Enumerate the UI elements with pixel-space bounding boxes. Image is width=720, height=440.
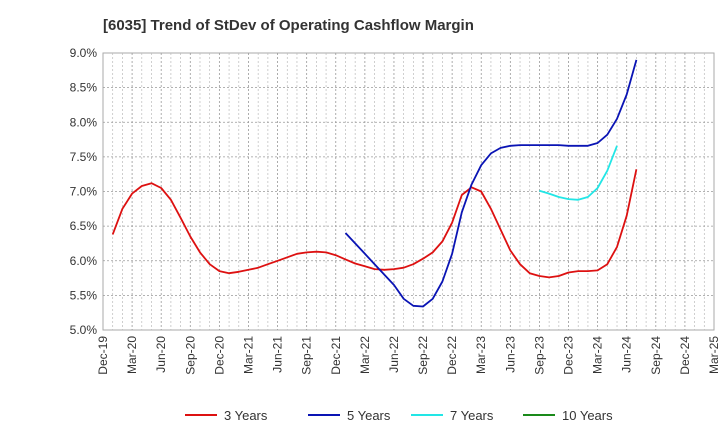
- legend-label: 10 Years: [562, 408, 613, 423]
- x-tick-label: Mar-25: [707, 336, 720, 374]
- x-tick-label: Mar-22: [358, 336, 372, 374]
- series-line-3-years: [111, 169, 638, 279]
- x-tick-label: Dec-24: [678, 336, 692, 375]
- series-line-5-years: [344, 59, 638, 308]
- legend-label: 7 Years: [450, 408, 494, 423]
- legend: 3 Years 5 Years 7 Years 10 Years: [185, 408, 613, 423]
- legend-label: 3 Years: [224, 408, 268, 423]
- legend-item: 7 Years: [411, 408, 494, 423]
- y-tick-label: 6.5%: [70, 219, 98, 233]
- y-tick-label: 8.5%: [70, 81, 98, 95]
- x-tick-label: Dec-21: [329, 336, 343, 375]
- x-tick-label: Sep-23: [532, 336, 546, 375]
- legend-item: 5 Years: [308, 408, 391, 423]
- x-tick-label: Dec-23: [562, 336, 576, 375]
- x-tick-label: Jun-21: [271, 336, 285, 373]
- plot-area: [102, 52, 715, 331]
- x-tick-label: Mar-21: [241, 336, 255, 374]
- legend-item: 10 Years: [523, 408, 613, 423]
- x-tick-label: Jun-20: [154, 336, 168, 373]
- series-layer: [111, 59, 638, 308]
- x-tick-label: Mar-23: [474, 336, 488, 374]
- legend-item: 3 Years: [185, 408, 268, 423]
- y-tick-label: 5.5%: [70, 288, 98, 302]
- y-tick-label: 7.0%: [70, 185, 98, 199]
- x-tick-label: Jun-24: [620, 336, 634, 373]
- x-tick-label: Jun-22: [387, 336, 401, 373]
- legend-label: 5 Years: [347, 408, 391, 423]
- x-tick-label: Dec-19: [96, 336, 110, 375]
- x-tick-label: Dec-22: [445, 336, 459, 375]
- series-line-7-years: [539, 145, 618, 201]
- chart-title: [6035] Trend of StDev of Operating Cashf…: [103, 17, 474, 34]
- x-tick-label: Jun-23: [503, 336, 517, 373]
- y-tick-label: 9.0%: [70, 46, 98, 60]
- y-tick-label: 7.5%: [70, 150, 98, 164]
- y-tick-label: 8.0%: [70, 115, 98, 129]
- x-tick-label: Sep-22: [416, 336, 430, 375]
- x-tick-label: Sep-20: [183, 336, 197, 375]
- x-tick-label: Dec-20: [212, 336, 226, 375]
- y-tick-label: 5.0%: [70, 323, 98, 337]
- y-tick-label: 6.0%: [70, 254, 98, 268]
- x-tick-label: Sep-24: [649, 336, 663, 375]
- x-tick-label: Mar-20: [125, 336, 139, 374]
- x-tick-label: Mar-24: [591, 336, 605, 374]
- x-axis: Dec-19 Mar-20 Jun-20 Sep-20 Dec-20 Mar-21 Jun-…: [96, 336, 720, 375]
- y-axis: 5.0% 5.5% 6.0% 6.5% 7.0% 7.5% 8.0% 8.5% 9.0%: [70, 46, 98, 337]
- x-tick-label: Sep-21: [300, 336, 314, 375]
